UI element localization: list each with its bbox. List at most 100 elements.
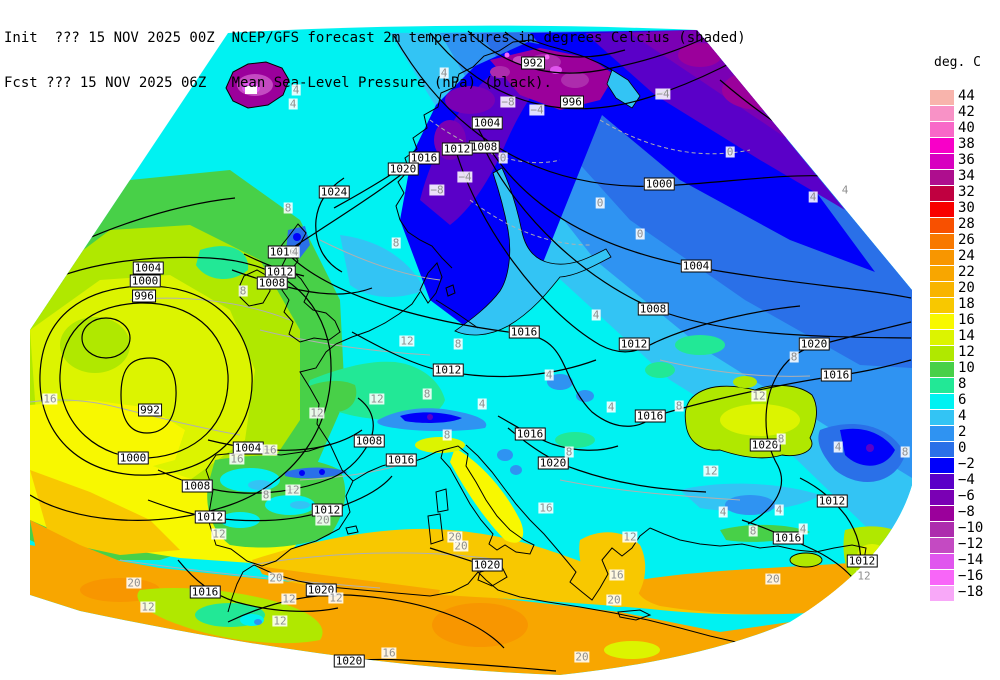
colorbar-swatch-−12 [930,538,954,553]
colorbar-label-32: 32 [958,184,975,200]
pressure-label: 996 [560,95,584,109]
pressure-label: 1016 [385,453,417,467]
temperature-label: 8 [261,488,271,502]
colorbar-label-0: 0 [958,440,967,456]
temperature-label: 20 [315,513,331,527]
pressure-label: 1008 [256,276,288,290]
pressure-label: 1000 [129,274,161,288]
colorbar-swatch-8 [930,378,954,393]
colorbar-swatch-24 [930,250,954,265]
pressure-label: 1020 [537,456,569,470]
temperature-label: −4 [655,87,671,101]
colorbar-label-18: 18 [958,296,975,312]
colorbar-swatch-−16 [930,570,954,585]
pressure-label: 1016 [189,585,221,599]
colorbar-swatch-2 [930,426,954,441]
temperature-label: 4 [840,183,850,197]
pressure-label: 1008 [468,140,500,154]
colorbar-label-16: 16 [958,312,975,328]
colorbar-label-12: 12 [958,344,975,360]
colorbar-swatch-42 [930,106,954,121]
pressure-label: 1020 [749,438,781,452]
colorbar-swatch-−8 [930,506,954,521]
pressure-label: 1004 [132,261,164,275]
colorbar-label-−4: −4 [958,472,975,488]
temperature-label: 16 [229,452,245,466]
colorbar-label-38: 38 [958,136,975,152]
temperature-label: 4 [291,83,301,97]
colorbar-label-34: 34 [958,168,975,184]
temperature-label: 4 [808,190,818,204]
temperature-label: 8 [391,236,401,250]
pressure-label: 992 [138,403,162,417]
colorbar-swatch-32 [930,186,954,201]
temperature-label: 4 [290,245,300,259]
colorbar-swatch-−18 [930,586,954,601]
temperature-label: 4 [774,503,784,517]
pressure-label: 1008 [637,302,669,316]
pressure-label: 1012 [432,363,464,377]
colorbar-swatch-30 [930,202,954,217]
pressure-label: 1016 [514,427,546,441]
temperature-label: 12 [309,406,325,420]
temperature-label: 12 [328,591,344,605]
pressure-label: 1024 [318,185,350,199]
temperature-label: 0 [725,145,735,159]
colorbar-label-−12: −12 [958,536,984,552]
temperature-label: 4 [477,397,487,411]
colorbar-label-8: 8 [958,376,967,392]
temperature-label: 20 [447,530,463,544]
coastlines [205,39,869,646]
colorbar-swatch-38 [930,138,954,153]
colorbar-swatch-36 [930,154,954,169]
colorbar-label-2: 2 [958,424,967,440]
temperature-label: −8 [500,95,516,109]
pressure-label: 1016 [820,368,852,382]
pressure-label: 1000 [643,177,675,191]
pressure-label: 992 [521,56,545,70]
temperature-label: 4 [718,505,728,519]
pressure-label: 1016 [772,531,804,545]
temperature-label: 20 [268,571,284,585]
map-header: Init ??? 15 NOV 2025 00Z NCEP/GFS foreca… [4,1,746,121]
colorbar-label-6: 6 [958,392,967,408]
temperature-label: 12 [856,569,872,583]
colorbar-label-26: 26 [958,232,975,248]
colorbar-swatch-10 [930,362,954,377]
temperature-label: 16 [538,501,554,515]
temperature-label: 16 [262,443,278,457]
pressure-label: 1020 [387,162,419,176]
temperature-label: 8 [283,201,293,215]
temperature-label: 12 [369,392,385,406]
colorbar-swatch-26 [930,234,954,249]
colorbar-swatch-20 [930,282,954,297]
colorbar-swatch-−2 [930,458,954,473]
temperature-label: −4 [457,170,473,184]
temperature-label: 12 [622,530,638,544]
temperature-label: 20 [126,576,142,590]
temperature-label: 0 [498,151,508,165]
temperature-label: 12 [399,334,415,348]
temperature-label: 12 [211,527,227,541]
pressure-label: 1012 [194,510,226,524]
temperature-label: 8 [789,350,799,364]
temperature-label: 8 [674,399,684,413]
colorbar-swatch-44 [930,90,954,105]
temperature-label: 8 [422,387,432,401]
colorbar-label-−16: −16 [958,568,984,584]
temperature-label: 12 [281,592,297,606]
colorbar-swatch-−6 [930,490,954,505]
colorbar-swatch-14 [930,330,954,345]
colorbar-label-−6: −6 [958,488,975,504]
pressure-label: 1012 [618,337,650,351]
temperature-label: 4 [591,308,601,322]
temperature-label: 16 [381,646,397,660]
colorbar-swatch-−14 [930,554,954,569]
temperature-label: 12 [285,483,301,497]
colorbar-swatch-18 [930,298,954,313]
pressure-label: 1020 [333,654,365,668]
colorbar-label-−14: −14 [958,552,984,568]
temperature-label: 8 [453,337,463,351]
colorbar-swatch-34 [930,170,954,185]
